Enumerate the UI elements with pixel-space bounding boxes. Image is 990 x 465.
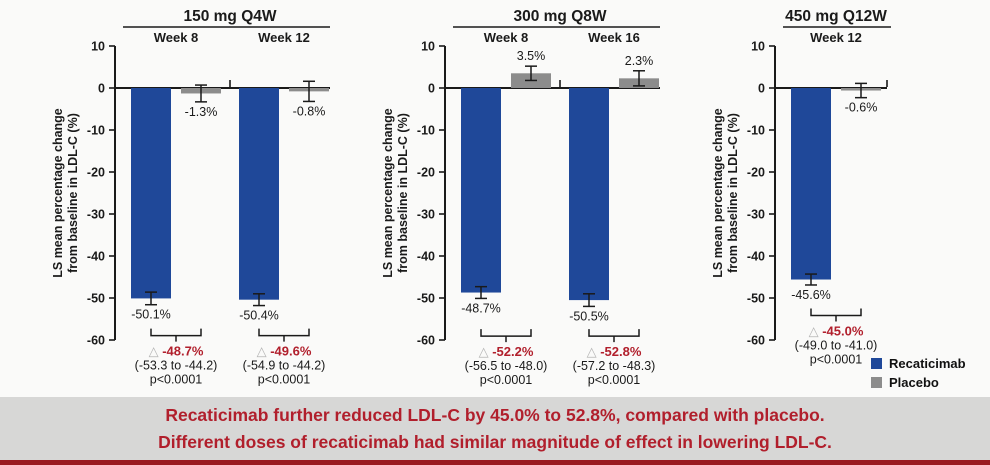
y-tick-label: -40 [417,250,435,264]
bar-value-label: 2.3% [625,54,654,68]
bar-value-label: -50.1% [131,308,171,322]
y-tick-label: -50 [87,292,105,306]
diff-label: △ -49.6% [257,344,312,359]
bar-value-label: -1.3% [185,105,218,119]
summary-line-1: Recaticimab further reduced LDL-C by 45.… [165,404,825,425]
bar-value-label: -0.6% [845,101,878,115]
y-tick-label: -30 [747,208,765,222]
dose-panel-300mg-q8w: 300 mg Q8W Week 8 Week 16 10 0 -10 -20 -30 -40 -5… [330,0,669,397]
y-axis-title-line2: from baseline in LDL-C (%) [396,113,410,273]
week-label: Week 8 [484,30,529,45]
bar-recaticimab [131,88,171,299]
bar-recaticimab [569,88,609,301]
week-label: Week 16 [588,30,640,45]
y-tick-label: 10 [421,40,435,54]
p-value-label: p<0.0001 [588,373,641,387]
recaticimab-swatch-icon [871,358,882,369]
legend: Recaticimab Placebo [871,356,966,390]
y-tick-label: 10 [91,40,105,54]
summary-line-2: Different doses of recaticimab had simil… [158,431,832,452]
y-tick-label: -30 [417,208,435,222]
diff-label: △ -48.7% [149,344,204,359]
y-tick-label: -60 [87,334,105,348]
chart-150-mg-q4w: 150 mg Q4W Week 8 Week 12 10 0 -10 -20 -30 -40 -5… [51,8,339,387]
legend-label-placebo: Placebo [889,375,939,390]
y-tick-label: -20 [417,166,435,180]
week-label: Week 12 [810,30,862,45]
y-tick-label: -40 [747,250,765,264]
p-value-label: p<0.0001 [480,373,533,387]
diff-label: △ -52.2% [479,344,534,359]
week-label: Week 12 [258,30,310,45]
y-tick-label: -20 [87,166,105,180]
bar-value-label: -45.6% [791,288,831,302]
comparison-bracket [258,328,310,342]
bar-value-label: -50.4% [239,309,279,323]
y-tick-label: 0 [98,82,105,96]
bar-recaticimab [239,88,279,300]
legend-item-placebo: Placebo [871,375,966,390]
dose-panel-450mg-q12w: 450 mg Q12W Week 12 10 0 -10 -20 -30 -40 -50 -60 L… [660,0,990,397]
diff-ci-label: (-53.3 to -44.2) [135,359,218,373]
y-axis-title-line1: LS mean percentage change [381,108,395,278]
p-value-label: p<0.0001 [810,353,863,367]
y-tick-label: -20 [747,166,765,180]
y-tick-label: 0 [428,82,435,96]
y-axis-title-line1: LS mean percentage change [51,108,65,278]
diff-label: △ -52.8% [587,344,642,359]
diff-label: △ -45.0% [809,324,864,339]
bar-value-label: -50.5% [569,309,609,323]
bar-value-label: -0.8% [293,104,326,118]
y-tick-label: 10 [751,40,765,54]
footer-accent-strip [0,460,990,465]
placebo-swatch-icon [871,377,882,388]
legend-label-recaticimab: Recaticimab [889,356,966,371]
y-tick-label: -10 [417,124,435,138]
panel-title: 450 mg Q12W [785,8,887,25]
week-label: Week 8 [154,30,199,45]
y-tick-label: -10 [87,124,105,138]
p-value-label: p<0.0001 [150,373,203,387]
panel-title: 300 mg Q8W [513,8,606,25]
bar-recaticimab [461,88,501,293]
comparison-bracket [588,329,640,343]
y-axis-title-line1: LS mean percentage change [711,108,725,278]
y-tick-label: -10 [747,124,765,138]
y-tick-label: -30 [87,208,105,222]
dose-panel-150mg-q4w: 150 mg Q4W Week 8 Week 12 10 0 -10 -20 -30 -40 -5… [0,0,339,397]
summary-banner: Recaticimab further reduced LDL-C by 45.… [0,397,990,460]
chart-450-mg-q12w: 450 mg Q12W Week 12 10 0 -10 -20 -30 -40 -50 -60 L… [711,8,891,367]
y-axis-title-line2: from baseline in LDL-C (%) [66,113,80,273]
y-axis-title-line2: from baseline in LDL-C (%) [726,113,740,273]
p-value-label: p<0.0001 [258,373,311,387]
y-tick-label: -40 [87,250,105,264]
y-tick-label: -50 [417,292,435,306]
y-tick-label: -50 [747,292,765,306]
comparison-bracket [150,328,202,342]
comparison-bracket [810,308,862,322]
diff-ci-label: (-54.9 to -44.2) [243,359,326,373]
chart-300-mg-q8w: 300 mg Q8W Week 8 Week 16 10 0 -10 -20 -30 -40 -5… [381,8,669,387]
y-tick-label: -60 [417,334,435,348]
panel-title: 150 mg Q4W [183,8,276,25]
bar-recaticimab [791,88,831,280]
comparison-bracket [480,329,532,343]
diff-ci-label: (-56.5 to -48.0) [465,359,548,373]
y-tick-label: -60 [747,334,765,348]
y-tick-label: 0 [758,82,765,96]
diff-ci-label: (-57.2 to -48.3) [573,359,656,373]
diff-ci-label: (-49.0 to -41.0) [795,339,878,353]
bar-value-label: -48.7% [461,301,501,315]
legend-item-recaticimab: Recaticimab [871,356,966,371]
bar-value-label: 3.5% [517,49,546,63]
